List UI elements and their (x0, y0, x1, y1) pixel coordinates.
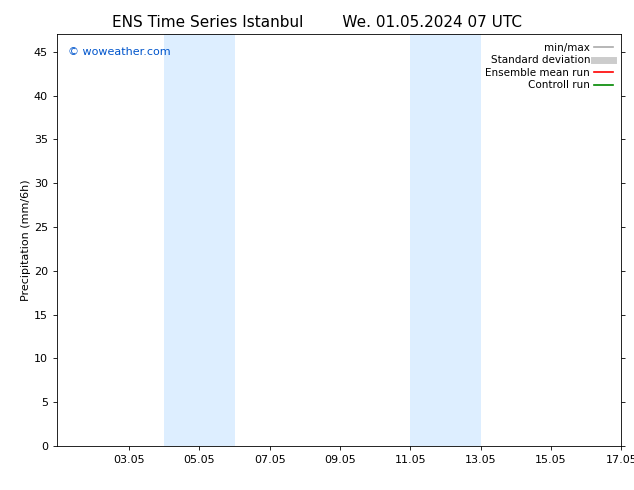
Legend: min/max, Standard deviation, Ensemble mean run, Controll run: min/max, Standard deviation, Ensemble me… (482, 40, 616, 94)
Bar (410, 34, 481, 446)
Bar (164, 34, 235, 446)
Y-axis label: Precipitation (mm/6h): Precipitation (mm/6h) (21, 179, 31, 301)
Text: ENS Time Series Istanbul        We. 01.05.2024 07 UTC: ENS Time Series Istanbul We. 01.05.2024 … (112, 15, 522, 30)
Text: © woweather.com: © woweather.com (68, 47, 171, 57)
